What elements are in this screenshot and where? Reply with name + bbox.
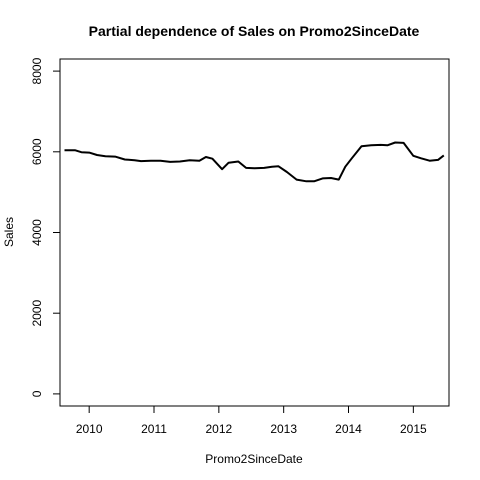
y-tick-label: 6000 [30, 138, 44, 165]
x-axis-title: Promo2SinceDate [205, 452, 303, 466]
x-tick-label: 2013 [270, 422, 297, 436]
chart-title: Partial dependence of Sales on Promo2Sin… [89, 23, 420, 39]
y-tick-label: 8000 [30, 57, 44, 84]
y-tick-label: 0 [30, 390, 44, 397]
y-axis-title: Sales [2, 217, 16, 247]
y-tick-label: 4000 [30, 219, 44, 246]
sales-line [64, 141, 445, 183]
x-tick-label: 2010 [76, 422, 103, 436]
x-axis: 2010 2011 2012 2013 2014 2015 [76, 405, 427, 436]
x-tick-label: 2014 [335, 422, 362, 436]
y-axis: 0 2000 4000 6000 8000 [30, 57, 61, 397]
y-tick-label: 2000 [30, 300, 44, 327]
x-tick-label: 2011 [141, 422, 167, 436]
x-tick-label: 2012 [205, 422, 232, 436]
x-tick-label: 2015 [400, 422, 427, 436]
plot-box [59, 58, 450, 407]
